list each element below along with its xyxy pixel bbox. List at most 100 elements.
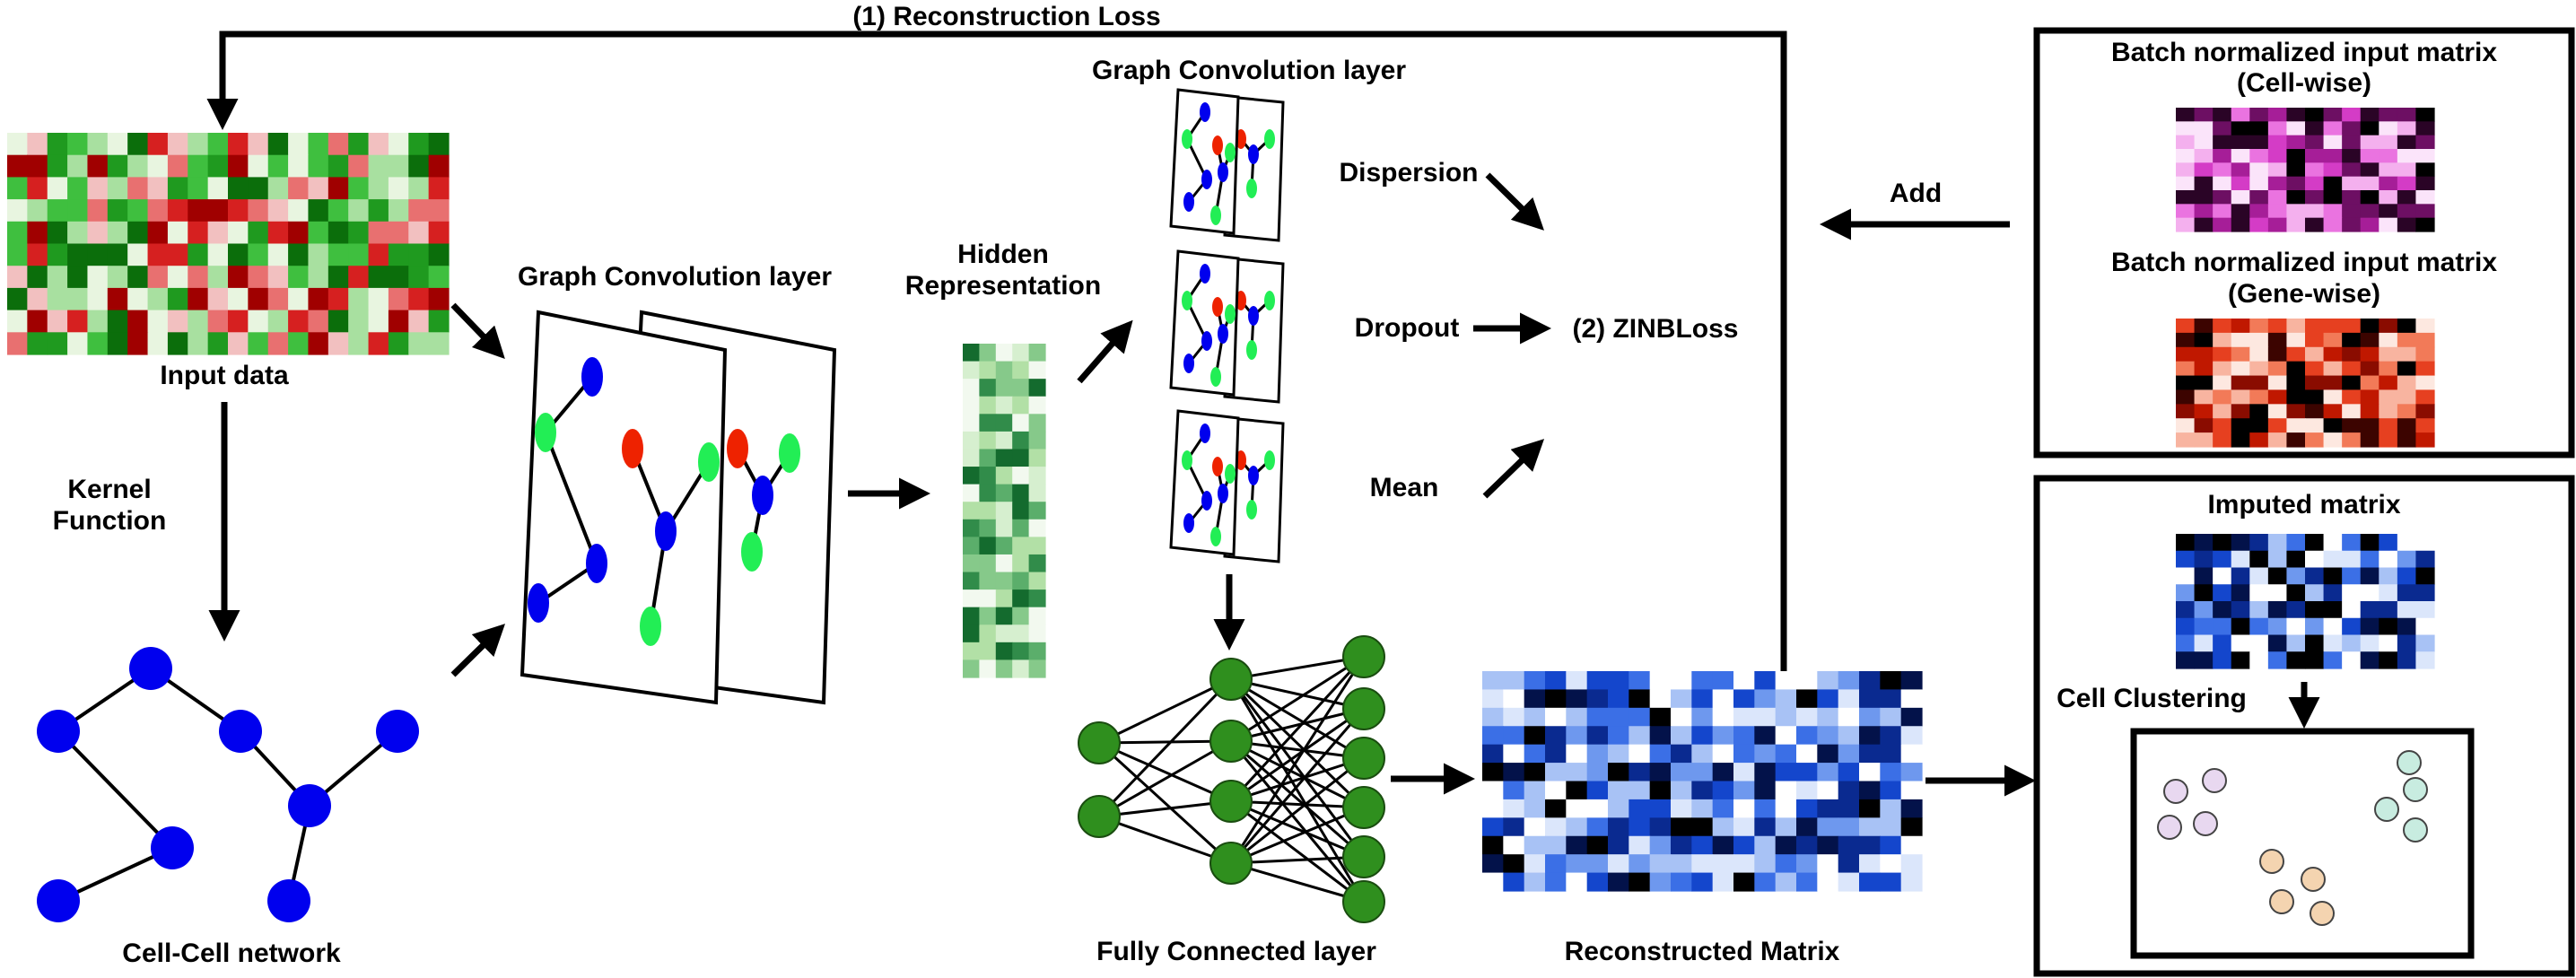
heatmap-cell — [2397, 346, 2417, 362]
heatmap-cell — [127, 221, 149, 245]
heatmap-cell — [2249, 418, 2269, 433]
heatmap-cell — [2397, 361, 2417, 377]
cluster-cell — [2374, 797, 2399, 822]
heatmap-cell — [2286, 389, 2306, 405]
heatmap-cell — [1859, 744, 1881, 764]
heatmap-cell — [1775, 707, 1797, 727]
heatmap-cell — [2267, 149, 2288, 163]
heatmap-cell — [388, 177, 409, 200]
heatmap-cell — [2267, 319, 2288, 334]
heatmap-cell — [2249, 389, 2269, 405]
heatmap-cell — [87, 243, 109, 266]
heatmap-cell — [1900, 744, 1923, 764]
heatmap-cell — [308, 221, 329, 245]
heatmap-cell — [147, 221, 169, 245]
fc-node — [1342, 880, 1385, 923]
heatmap-cell — [1545, 707, 1567, 727]
heatmap-cell — [2267, 534, 2288, 552]
heatmap-cell — [7, 310, 28, 333]
heatmap-cell — [995, 607, 1013, 625]
heatmap-cell — [2397, 567, 2417, 585]
heatmap-cell — [1796, 854, 1818, 874]
heatmap-cell — [2249, 176, 2269, 191]
heatmap-cell — [2360, 204, 2380, 219]
heatmap-cell — [2249, 108, 2269, 122]
heatmap-cell — [7, 199, 28, 223]
heatmap-cell — [2342, 389, 2362, 405]
heatmap-cell — [979, 484, 997, 502]
heatmap-cell — [2267, 375, 2288, 391]
gcn-sheet-pair — [1169, 409, 1285, 563]
heatmap-cell — [27, 221, 48, 245]
heatmap-cell — [2249, 121, 2269, 136]
cluster-purple — [2157, 768, 2227, 840]
heatmap-cell — [1838, 671, 1860, 691]
heatmap-cell — [2379, 584, 2398, 602]
heatmap-cell — [2249, 617, 2269, 636]
heatmap-cell — [2286, 361, 2306, 377]
batch-cell-wise-label-line2: (Cell-wise) — [2237, 68, 2371, 98]
heatmap-cell — [2249, 432, 2269, 448]
heatmap-cell — [979, 396, 997, 415]
heatmap-cell — [1629, 799, 1651, 818]
heatmap-cell — [1880, 671, 1902, 691]
heatmap-cell — [27, 199, 48, 223]
heatmap-cell — [2213, 550, 2232, 569]
heatmap-cell — [2267, 190, 2288, 205]
heatmap-cell — [327, 199, 349, 223]
heatmap-cell — [248, 221, 269, 245]
heatmap-cell — [2249, 584, 2269, 602]
heatmap-cell — [1880, 854, 1902, 874]
heatmap-cell — [368, 332, 389, 355]
heatmap-cell — [1524, 689, 1546, 709]
heatmap-cell — [2342, 567, 2362, 585]
heatmap-cell — [2231, 162, 2250, 178]
heatmap-cell — [963, 467, 980, 485]
heatmap-cell — [2379, 204, 2398, 219]
kernel-function-label-line1: Kernel — [67, 475, 151, 504]
heatmap-cell — [428, 332, 450, 355]
heatmap-cell — [1796, 744, 1818, 764]
cluster-cell — [2403, 777, 2428, 802]
heatmap-cell — [2342, 375, 2362, 391]
heatmap-cell — [308, 287, 329, 311]
heatmap-cell — [1012, 396, 1030, 415]
heatmap-cell — [1028, 344, 1046, 362]
heatmap-cell — [2323, 634, 2343, 652]
heatmap-cell — [1880, 707, 1902, 727]
heatmap-cell — [2267, 550, 2288, 569]
heatmap-cell — [1629, 835, 1651, 855]
heatmap-cell — [2286, 108, 2306, 122]
heatmap-cell — [248, 266, 269, 289]
heatmap-cell — [348, 221, 370, 245]
heatmap-cell — [2379, 135, 2398, 150]
heatmap-cell — [2176, 567, 2196, 585]
heatmap-cell — [2342, 121, 2362, 136]
heatmap-cell — [1733, 763, 1755, 782]
heatmap-cell — [963, 537, 980, 555]
heatmap-cell — [1028, 642, 1046, 661]
heatmap-cell — [1012, 537, 1030, 555]
cell-clustering-label: Cell Clustering — [2056, 684, 2247, 713]
heatmap-cell — [1880, 872, 1902, 892]
heatmap-cell — [1671, 799, 1692, 818]
heatmap-cell — [1733, 744, 1755, 764]
heatmap-cell — [1629, 744, 1651, 764]
heatmap-cell — [1691, 744, 1714, 764]
heatmap-cell — [27, 266, 48, 289]
heatmap-cell — [1524, 799, 1546, 818]
heatmap-cell — [147, 287, 169, 311]
heatmap-cell — [963, 344, 980, 362]
fc-node — [1342, 786, 1385, 829]
heatmap-cell — [2397, 149, 2417, 163]
heatmap-cell — [1817, 854, 1839, 874]
heatmap-cell — [2286, 550, 2306, 569]
heatmap-cell — [2305, 176, 2325, 191]
heatmap-cell — [1817, 671, 1839, 691]
mean-arrow — [1482, 439, 1545, 499]
heatmap-cell — [1629, 854, 1651, 874]
heatmap-cell — [979, 449, 997, 467]
heatmap-cell — [2342, 108, 2362, 122]
heatmap-cell — [1524, 854, 1546, 874]
heatmap-cell — [2286, 534, 2306, 552]
